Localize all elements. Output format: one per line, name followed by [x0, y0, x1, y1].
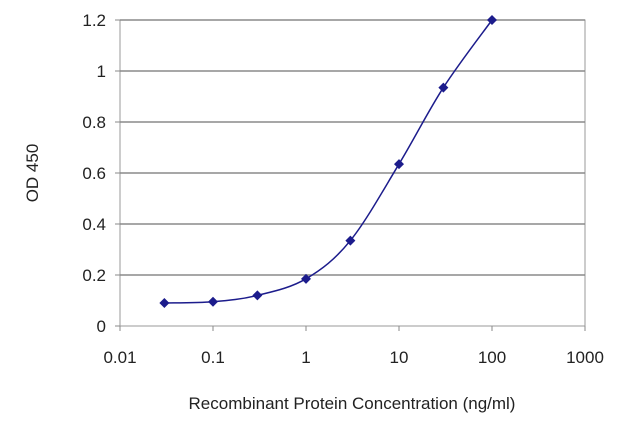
data-point: [438, 82, 449, 93]
gridlines: [120, 19, 585, 276]
x-axis-title: Recombinant Protein Concentration (ng/ml…: [189, 394, 516, 413]
x-tick-label: 1: [301, 348, 310, 367]
x-axis-ticks: 0.01 0.1 1 10 100 1000: [103, 326, 604, 367]
data-point: [252, 290, 263, 301]
x-tick-label: 100: [478, 348, 506, 367]
y-tick-label: 1.2: [82, 11, 106, 30]
y-tick-label: 0.6: [82, 164, 106, 183]
y-axis-title: OD 450: [23, 144, 42, 203]
x-tick-label: 0.01: [103, 348, 136, 367]
y-tick-label: 0.2: [82, 266, 106, 285]
data-point: [345, 235, 356, 246]
data-point: [208, 296, 218, 307]
y-tick-label: 0.8: [82, 113, 106, 132]
y-tick-label: 1: [97, 62, 106, 81]
data-point: [487, 15, 497, 25]
x-tick-label: 10: [390, 348, 409, 367]
data-point: [394, 159, 404, 170]
y-tick-label: 0.4: [82, 215, 106, 234]
data-point: [159, 298, 170, 309]
x-tick-label: 0.1: [201, 348, 225, 367]
y-axis-ticks: 0 0.2 0.4 0.6 0.8 1 1.2: [82, 11, 120, 336]
y-tick-label: 0: [97, 317, 106, 336]
x-tick-label: 1000: [566, 348, 604, 367]
data-point: [301, 273, 311, 284]
series-layer: [159, 15, 497, 309]
